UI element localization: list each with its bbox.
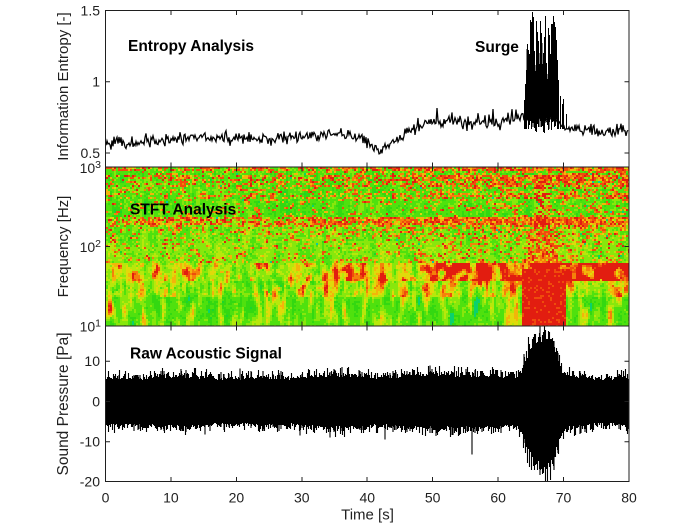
svg-text:Frequency [Hz]: Frequency [Hz]: [55, 196, 72, 298]
svg-text:60: 60: [490, 489, 506, 505]
svg-text:STFT Analysis: STFT Analysis: [130, 201, 236, 218]
svg-text:20: 20: [229, 489, 245, 505]
svg-text:Information Entropy [-]: Information Entropy [-]: [55, 12, 72, 160]
svg-text:10: 10: [84, 353, 100, 369]
svg-text:1: 1: [92, 74, 100, 90]
svg-text:Surge: Surge: [475, 39, 519, 56]
svg-text:30: 30: [294, 489, 310, 505]
svg-text:Time [s]: Time [s]: [341, 507, 394, 524]
svg-text:10: 10: [163, 489, 179, 505]
svg-text:40: 40: [359, 489, 375, 505]
svg-text:80: 80: [621, 489, 637, 505]
svg-text:0: 0: [92, 393, 100, 409]
svg-text:Entropy Analysis: Entropy Analysis: [128, 38, 254, 55]
svg-text:-20: -20: [80, 473, 100, 489]
svg-text:0.5: 0.5: [81, 145, 101, 161]
svg-text:50: 50: [425, 489, 441, 505]
svg-text:Sound Pressure [Pa]: Sound Pressure [Pa]: [55, 332, 72, 475]
svg-text:-10: -10: [80, 434, 100, 450]
svg-text:Raw Acoustic Signal: Raw Acoustic Signal: [130, 345, 282, 362]
svg-text:70: 70: [556, 489, 572, 505]
svg-text:0: 0: [102, 489, 110, 505]
svg-text:1.5: 1.5: [81, 2, 101, 18]
